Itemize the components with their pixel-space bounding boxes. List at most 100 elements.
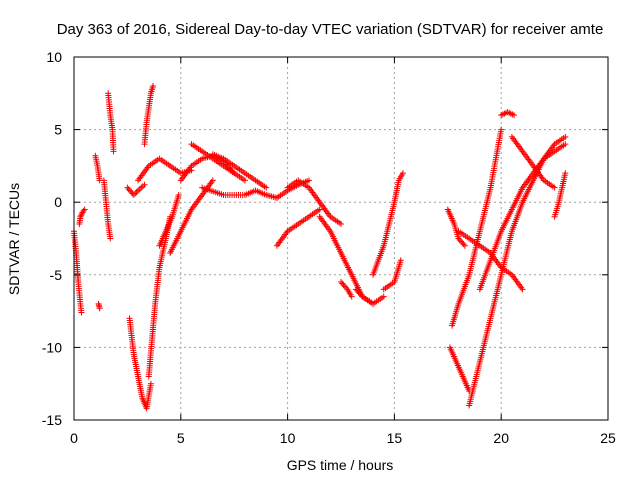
data-point bbox=[81, 206, 88, 213]
y-tick-label: 0 bbox=[54, 194, 62, 210]
data-point bbox=[305, 177, 312, 184]
series-pass-15 bbox=[188, 141, 248, 184]
series-pass-2 bbox=[76, 206, 88, 227]
data-point bbox=[399, 170, 406, 177]
data-point bbox=[263, 184, 270, 191]
data-point bbox=[338, 279, 344, 286]
y-tick-label: 10 bbox=[46, 49, 62, 65]
data-point bbox=[132, 190, 139, 197]
series-pass-1 bbox=[71, 228, 85, 316]
data-point bbox=[358, 292, 365, 299]
series-pass-30 bbox=[476, 141, 569, 293]
data-point bbox=[128, 189, 135, 196]
series-pass-9 bbox=[141, 83, 157, 148]
data-point bbox=[459, 239, 466, 246]
series-pass-3 bbox=[92, 152, 103, 184]
data-point bbox=[150, 83, 157, 90]
x-tick-label: 15 bbox=[387, 430, 403, 446]
series-pass-34 bbox=[551, 170, 569, 220]
series-pass-6 bbox=[100, 177, 114, 242]
series-pass-20 bbox=[273, 206, 323, 249]
series-pass-23 bbox=[352, 286, 387, 307]
series-pass-10 bbox=[145, 213, 174, 380]
series-pass-33 bbox=[508, 133, 558, 191]
data-point bbox=[562, 170, 569, 177]
x-tick-label: 10 bbox=[280, 430, 296, 446]
series-pass-16 bbox=[209, 151, 270, 191]
data-point bbox=[562, 141, 569, 148]
data-point bbox=[340, 281, 347, 288]
data-point bbox=[397, 257, 404, 264]
series-pass-29 bbox=[466, 133, 569, 409]
y-axis-label: SDTVAR / TECUs bbox=[6, 183, 22, 295]
series-pass-25 bbox=[380, 257, 404, 293]
series-pass-32 bbox=[455, 228, 526, 293]
series-pass-18 bbox=[273, 177, 312, 201]
data-point bbox=[78, 212, 85, 219]
data-point bbox=[460, 241, 467, 248]
data-point bbox=[338, 220, 344, 227]
data-point bbox=[130, 191, 137, 198]
data-point bbox=[343, 284, 350, 291]
data-point bbox=[133, 189, 140, 196]
series-pass-22 bbox=[338, 279, 355, 300]
x-tick-label: 25 bbox=[600, 430, 616, 446]
data-point bbox=[356, 290, 363, 297]
data-point bbox=[110, 148, 117, 155]
data-point bbox=[511, 112, 518, 119]
data-point bbox=[498, 126, 505, 133]
data-point bbox=[80, 207, 87, 214]
series-pass-27 bbox=[446, 344, 473, 394]
grid bbox=[74, 57, 608, 420]
data-point bbox=[78, 309, 85, 316]
x-tick-label: 20 bbox=[493, 430, 509, 446]
data-point bbox=[380, 293, 387, 300]
series-pass-24 bbox=[370, 170, 406, 278]
data-point bbox=[461, 242, 468, 249]
data-point bbox=[126, 187, 133, 194]
data-point bbox=[455, 235, 462, 242]
x-tick-label: 0 bbox=[70, 430, 78, 446]
data-point bbox=[348, 293, 355, 300]
data-point bbox=[562, 133, 569, 140]
series-pass-21 bbox=[316, 213, 377, 307]
data-point bbox=[175, 191, 182, 198]
series-pass-26 bbox=[444, 206, 468, 249]
data-point bbox=[352, 286, 359, 293]
data-point bbox=[339, 280, 346, 287]
x-tick-label: 5 bbox=[177, 430, 185, 446]
chart-title: Day 363 of 2016, Sidereal Day-to-day VTE… bbox=[57, 21, 604, 38]
data-point bbox=[458, 238, 465, 245]
series-pass-4 bbox=[95, 300, 103, 312]
data-point bbox=[209, 177, 216, 184]
data-point bbox=[124, 184, 131, 191]
data-points bbox=[71, 83, 569, 412]
y-tick-label: -10 bbox=[42, 339, 62, 355]
x-axis-label: GPS time / hours bbox=[287, 457, 394, 473]
data-point bbox=[551, 184, 558, 191]
data-point bbox=[147, 380, 154, 387]
axis-ticks: 0 5 10 15 20 25 -15 -10 -5 0 5 10 bbox=[42, 49, 616, 446]
data-point bbox=[456, 236, 463, 243]
y-tick-label: -5 bbox=[50, 267, 63, 283]
series-pass-31 bbox=[498, 109, 518, 119]
data-point bbox=[96, 305, 103, 312]
data-point bbox=[354, 287, 361, 294]
series-pass-7 bbox=[124, 181, 148, 198]
series-pass-8 bbox=[126, 315, 154, 412]
data-point bbox=[355, 289, 362, 296]
data-point bbox=[125, 186, 132, 193]
data-point bbox=[316, 206, 323, 213]
y-tick-label: -15 bbox=[42, 412, 62, 428]
series-pass-12 bbox=[156, 191, 182, 249]
data-point bbox=[77, 213, 84, 220]
data-point bbox=[241, 177, 248, 184]
series-pass-17 bbox=[199, 184, 280, 201]
plot-frame bbox=[73, 56, 609, 421]
series-pass-5 bbox=[105, 90, 117, 155]
data-point bbox=[519, 286, 526, 293]
data-point bbox=[141, 181, 148, 188]
data-point bbox=[107, 235, 114, 242]
series-pass-19 bbox=[284, 177, 344, 227]
